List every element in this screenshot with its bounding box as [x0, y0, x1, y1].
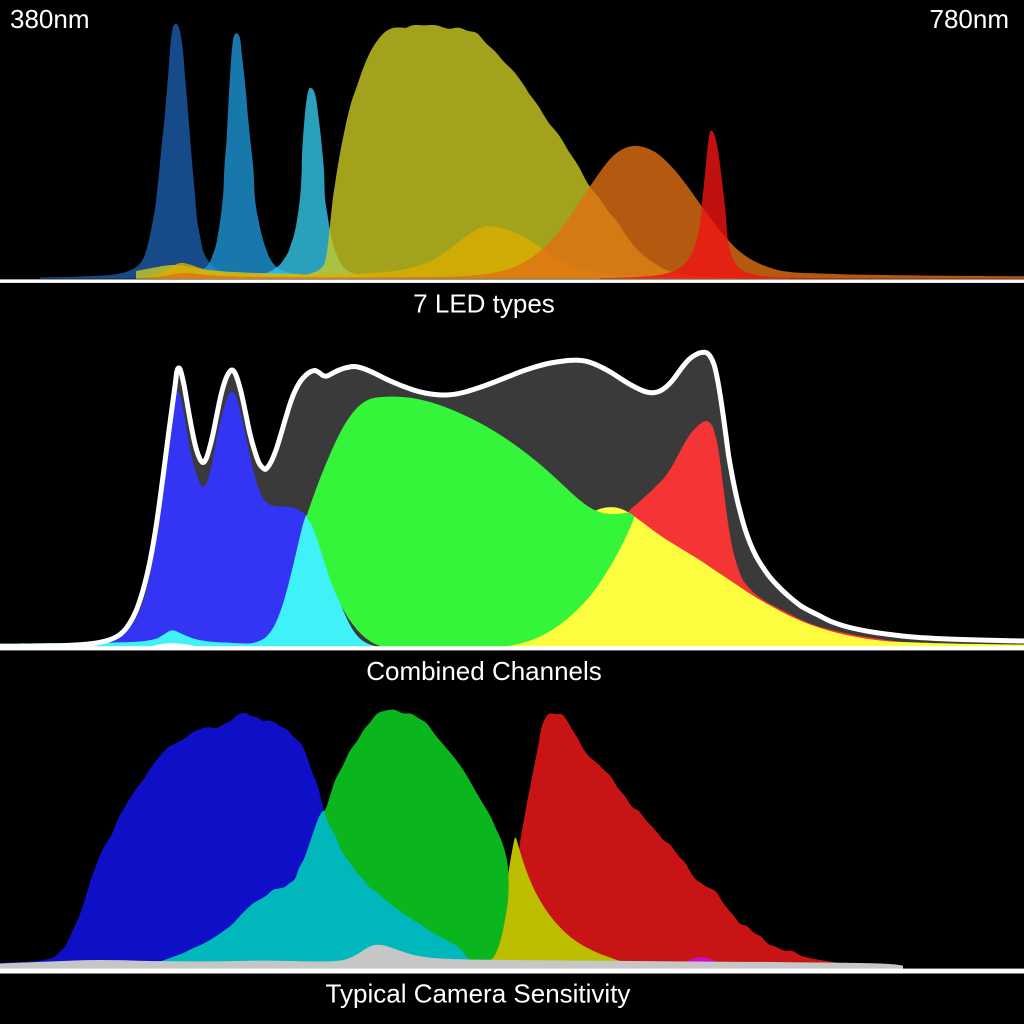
svg-text:780nm: 780nm: [930, 4, 1010, 34]
svg-text:380nm: 380nm: [10, 4, 90, 34]
svg-text:Typical Camera Sensitivity: Typical Camera Sensitivity: [326, 979, 631, 1009]
svg-text:Combined Channels: Combined Channels: [366, 656, 602, 686]
svg-text:7 LED types: 7 LED types: [413, 289, 555, 319]
